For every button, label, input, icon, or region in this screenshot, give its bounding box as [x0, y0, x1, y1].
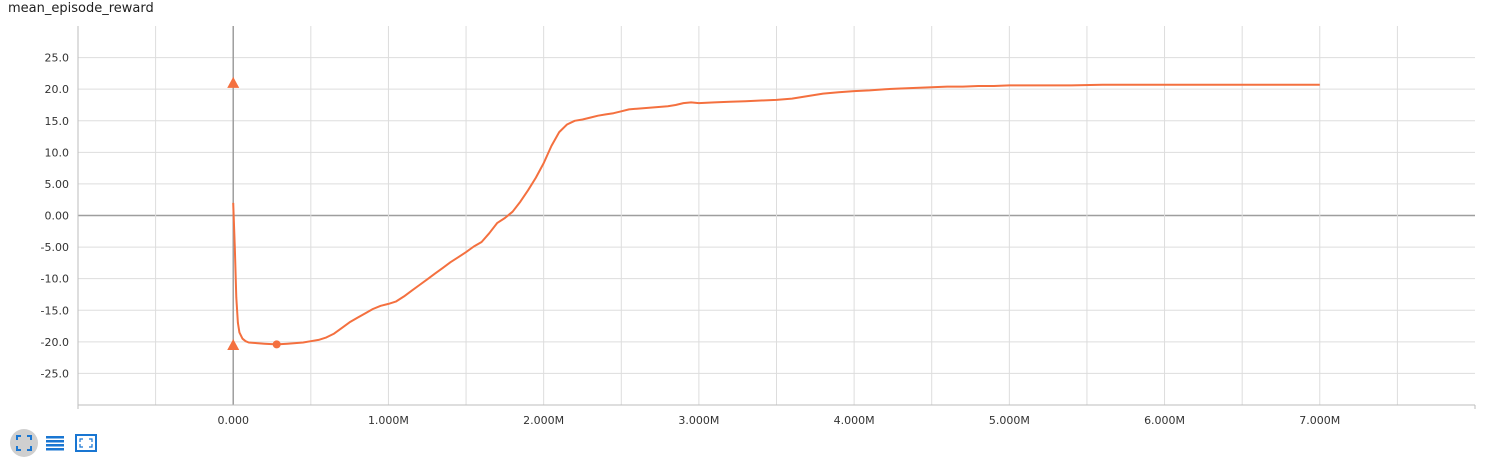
x-tick-label: 7.000M — [1299, 414, 1340, 427]
fullscreen-icon — [16, 435, 32, 451]
triangle-marker — [227, 76, 240, 88]
triangle-marker — [227, 338, 240, 350]
y-tick-label: -20.0 — [41, 336, 69, 349]
x-tick-label: 4.000M — [834, 414, 875, 427]
x-tick-label: 5.000M — [989, 414, 1030, 427]
grid-lines — [78, 26, 1475, 405]
zoom-button[interactable] — [72, 429, 100, 457]
x-tick-label: 3.000M — [678, 414, 719, 427]
y-tick-label: -15.0 — [41, 304, 69, 317]
y-tick-label: 5.00 — [45, 178, 70, 191]
y-tick-label: 20.0 — [45, 83, 70, 96]
y-tick-label: 15.0 — [45, 115, 70, 128]
series-line — [232, 83, 1320, 346]
y-tick-label: -5.00 — [41, 241, 69, 254]
toggle-log-button[interactable] — [41, 429, 69, 457]
chart-title: mean_episode_reward — [8, 1, 154, 16]
y-tick-label: 25.0 — [45, 52, 70, 65]
circle-marker — [272, 340, 281, 349]
zoom-selection-icon — [75, 434, 97, 452]
markers-group — [227, 76, 281, 350]
line-chart[interactable]: 25.0 20.0 15.0 10.0 5.00 0.00 -5.00 -10.0 -15.0 -… — [0, 0, 1492, 430]
y-tick-label: -25.0 — [41, 367, 69, 380]
x-tick-label: 6.000M — [1144, 414, 1185, 427]
y-tick-label: -10.0 — [41, 273, 69, 286]
chart-toolbar — [10, 429, 103, 457]
x-tick-label: 2.000M — [523, 414, 564, 427]
x-tick-label: 0.000 — [217, 414, 249, 427]
y-tick-label: 10.0 — [45, 146, 70, 159]
y-axis-ticks: 25.0 20.0 15.0 10.0 5.00 0.00 -5.00 -10.0 -15.0 -… — [41, 52, 69, 381]
x-tick-label: 1.000M — [368, 414, 409, 427]
series-group — [232, 83, 1320, 346]
y-tick-label: 0.00 — [45, 210, 70, 223]
fit-to-data-button[interactable] — [10, 429, 38, 457]
axes — [77, 26, 1476, 409]
lines-icon — [46, 436, 64, 451]
x-axis-ticks: 0.000 1.000M 2.000M 3.000M 4.000M 5.000M 6.000… — [217, 414, 1340, 427]
